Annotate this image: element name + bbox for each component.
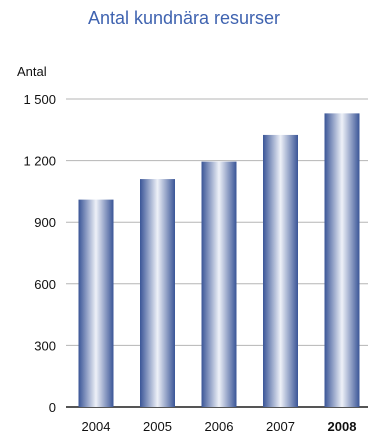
y-tick-label: 600	[34, 277, 56, 292]
y-axis-label: Antal	[17, 64, 47, 79]
y-tick-label: 1 200	[23, 154, 56, 169]
bar-2006	[201, 161, 237, 407]
x-tick-label: 2004	[82, 419, 111, 434]
bar-2007	[263, 134, 298, 407]
y-tick-label: 900	[34, 215, 56, 230]
y-tick-label: 0	[49, 400, 56, 415]
bar-2004	[78, 199, 114, 407]
x-tick-label: 2006	[205, 419, 234, 434]
y-tick-label: 300	[34, 338, 56, 353]
bar-2005	[140, 179, 175, 407]
y-tick-label: 1 500	[23, 92, 56, 107]
x-tick-label: 2007	[266, 419, 295, 434]
bar-2008	[324, 113, 360, 407]
chart-title: Antal kundnära resurser	[87, 8, 281, 28]
x-tick-label: 2005	[143, 419, 172, 434]
x-tick-label: 2008	[328, 419, 357, 434]
